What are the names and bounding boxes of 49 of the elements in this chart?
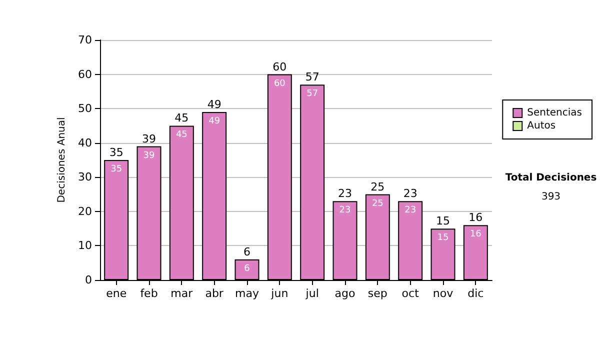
x-tick-label: mar bbox=[170, 287, 194, 300]
x-tick-label: oct bbox=[402, 287, 420, 300]
x-tick-label: ago bbox=[334, 287, 356, 300]
y-tick-label: 10 bbox=[78, 239, 92, 252]
total-label: 25 bbox=[370, 180, 385, 194]
x-tick-label: sep bbox=[368, 287, 388, 300]
data-label: 23 bbox=[404, 206, 416, 216]
data-label: 57 bbox=[306, 89, 318, 100]
x-tick-label: abr bbox=[205, 287, 224, 300]
total-label: 15 bbox=[436, 214, 450, 228]
x-tick-label: dic bbox=[468, 287, 484, 300]
x-tick-label: feb bbox=[140, 287, 158, 300]
total-label: 23 bbox=[338, 187, 352, 200]
legend-label: Autos bbox=[527, 120, 556, 132]
x-tick-label: ene bbox=[106, 287, 127, 300]
text: 393 bbox=[541, 192, 561, 202]
total-label: 23 bbox=[403, 187, 418, 200]
legend-label: Sentencias bbox=[527, 108, 582, 118]
y-tick-label: 0 bbox=[85, 274, 92, 286]
data-label: 15 bbox=[437, 233, 449, 244]
data-label: 35 bbox=[110, 164, 122, 174]
x-tick-label: nov bbox=[432, 287, 454, 300]
y-tick-label: 60 bbox=[78, 68, 92, 81]
data-label: 39 bbox=[143, 150, 155, 161]
total-label: 16 bbox=[468, 211, 483, 224]
y-tick-label: 30 bbox=[78, 170, 92, 184]
y-tick-label: 50 bbox=[78, 102, 92, 116]
text: Total Decisiones bbox=[505, 172, 597, 184]
y-axis-title: Decisiones Anual bbox=[56, 117, 68, 203]
y-tick-label: 20 bbox=[78, 204, 92, 218]
x-tick-label: may bbox=[235, 287, 260, 300]
total-label: 39 bbox=[142, 132, 156, 146]
total-label: 57 bbox=[305, 70, 320, 84]
y-tick-label: 70 bbox=[78, 34, 92, 46]
total-label: 35 bbox=[109, 146, 124, 159]
total-label: 49 bbox=[207, 98, 222, 111]
x-tick-label: jul bbox=[304, 287, 319, 300]
total-label: 60 bbox=[272, 60, 287, 74]
data-label: 23 bbox=[339, 206, 351, 216]
data-label: 60 bbox=[274, 78, 286, 89]
data-label: 45 bbox=[176, 130, 188, 140]
data-label: 49 bbox=[208, 116, 220, 126]
data-label: 25 bbox=[372, 198, 384, 209]
y-tick-label: 40 bbox=[78, 136, 92, 150]
total-label: 6 bbox=[244, 245, 250, 258]
data-label: 16 bbox=[470, 230, 482, 240]
data-label: 6 bbox=[244, 264, 250, 274]
x-tick-label: jun bbox=[270, 287, 288, 300]
total-label: 45 bbox=[174, 112, 189, 125]
